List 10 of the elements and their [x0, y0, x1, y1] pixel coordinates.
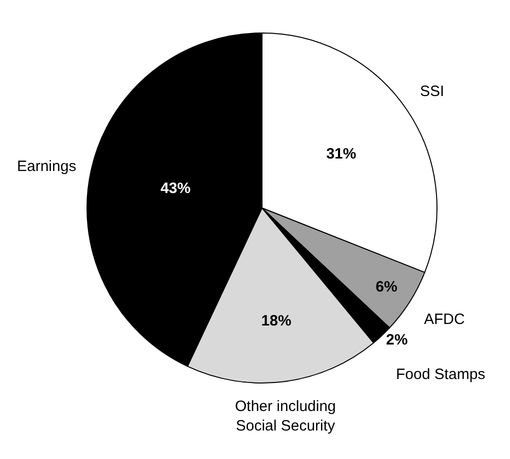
slice-label: Earnings — [17, 158, 76, 175]
data-label: 6% — [376, 278, 398, 296]
slice-label: SSI — [420, 83, 444, 100]
slice-label: AFDC — [424, 311, 465, 328]
slice-label: Food Stamps — [396, 366, 486, 383]
data-label: 31% — [326, 146, 356, 163]
slice-label: Other including Social Security — [235, 398, 336, 434]
data-label: 2% — [386, 332, 408, 349]
data-label: 43% — [160, 180, 191, 198]
data-label: 18% — [261, 312, 292, 330]
